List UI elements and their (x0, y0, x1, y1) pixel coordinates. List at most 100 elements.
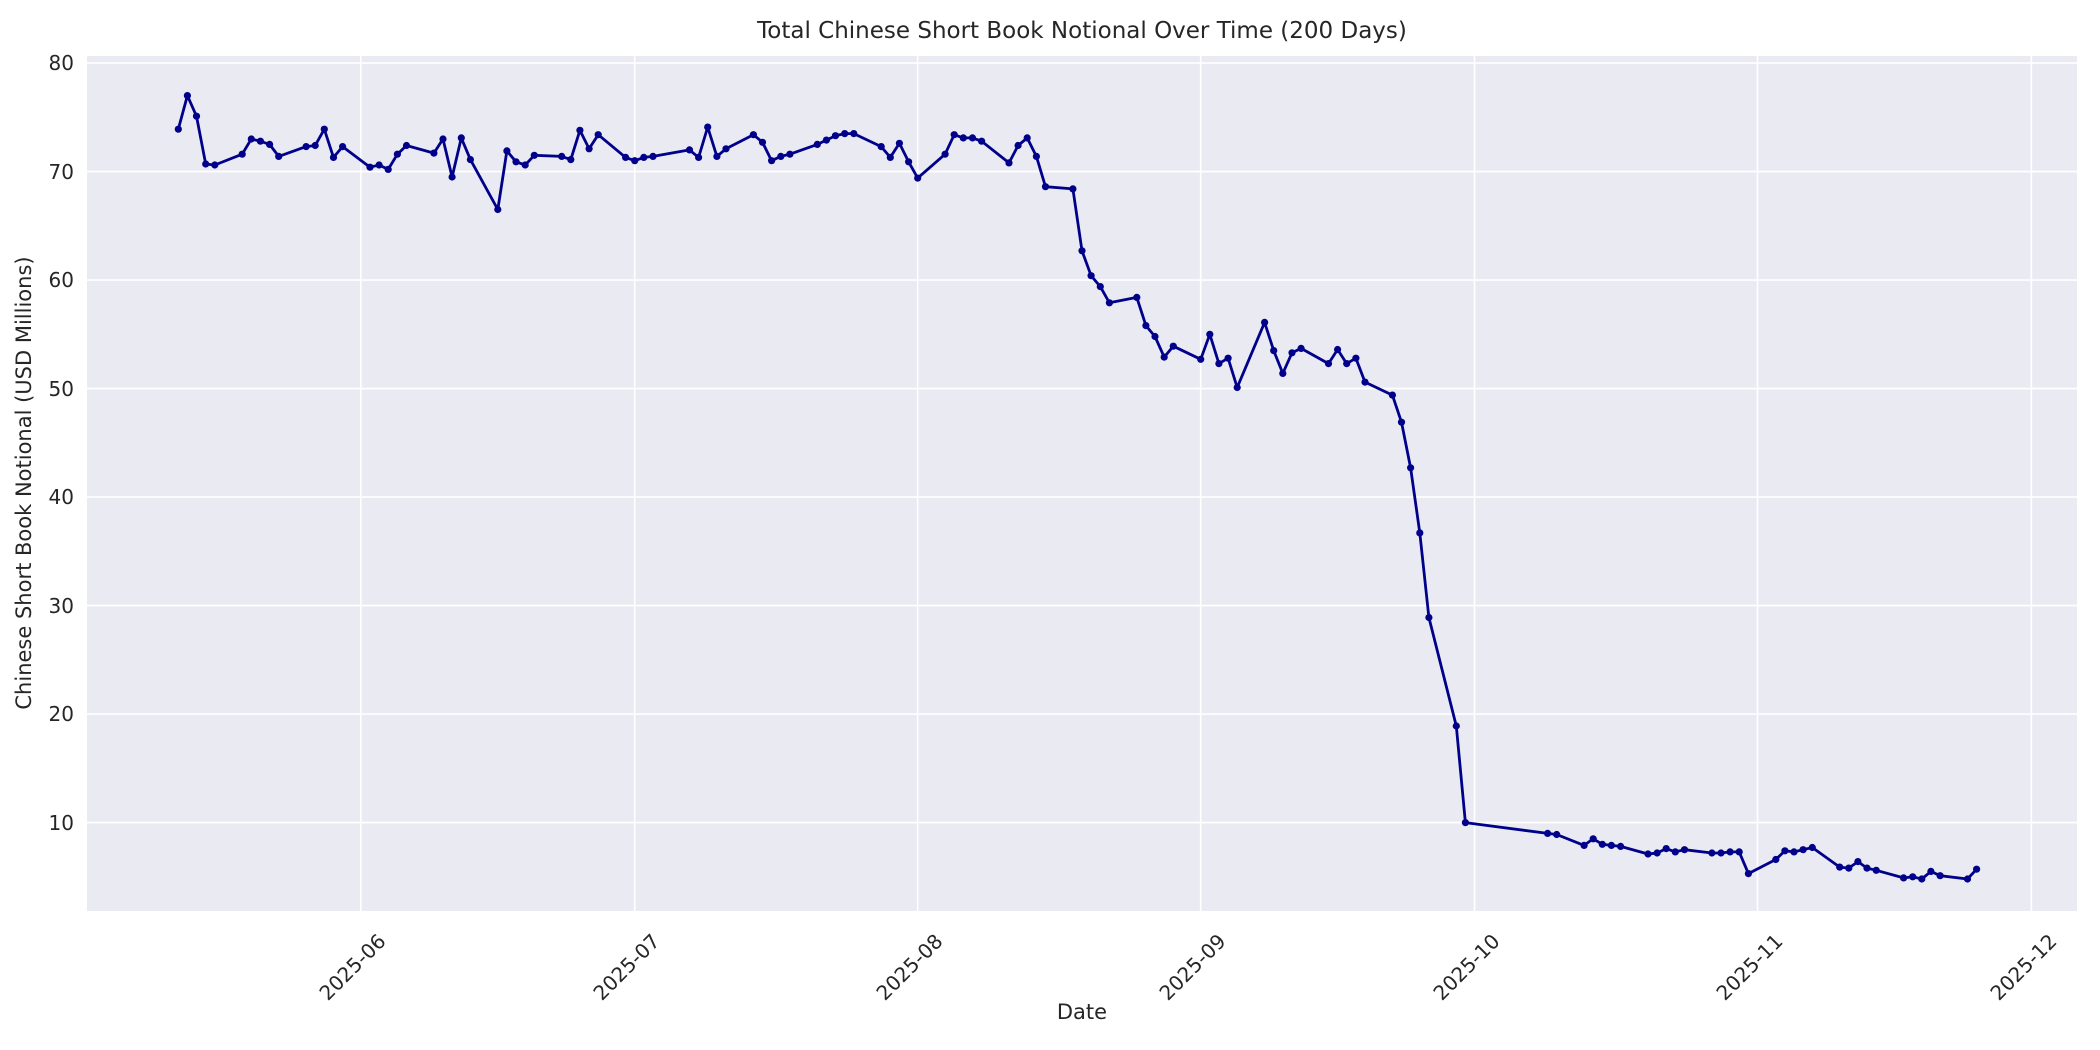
data-point (905, 158, 913, 166)
plot-area (87, 56, 2077, 911)
data-point (1854, 858, 1862, 866)
data-point (1233, 383, 1241, 392)
data-point (1936, 872, 1944, 880)
data-point (1735, 848, 1743, 856)
data-point (1744, 870, 1752, 878)
data-point (1005, 159, 1013, 167)
data-point (1580, 841, 1588, 850)
data-point (1334, 345, 1342, 354)
data-point (941, 150, 949, 158)
data-point (959, 134, 967, 142)
data-point (695, 153, 703, 161)
data-point (1197, 355, 1205, 363)
data-point (558, 152, 566, 160)
data-point (1653, 849, 1661, 857)
data-point (1032, 152, 1040, 160)
data-point (192, 112, 201, 120)
data-point (1297, 344, 1305, 352)
data-point (1069, 185, 1077, 193)
data-point (1397, 418, 1406, 426)
data-point (1799, 846, 1807, 854)
data-point (275, 152, 283, 160)
data-point (466, 156, 474, 164)
data-point (877, 143, 885, 151)
data-point (1425, 613, 1433, 622)
data-point (494, 205, 502, 214)
data-point (1023, 134, 1031, 142)
data-point (174, 125, 182, 133)
data-point (366, 163, 374, 171)
data-point (1041, 183, 1050, 191)
data-point (831, 132, 840, 140)
data-point (238, 150, 246, 158)
data-point (777, 152, 785, 160)
data-point (850, 130, 858, 138)
data-point (1133, 293, 1141, 301)
data-point (978, 137, 986, 145)
data-point (384, 165, 392, 173)
data-point (439, 135, 447, 143)
x-axis-label: Date (1056, 1000, 1108, 1024)
data-point (1662, 845, 1670, 853)
data-point (1708, 849, 1716, 857)
data-point (256, 137, 264, 145)
data-point (585, 145, 593, 153)
data-point (594, 131, 602, 139)
data-point (786, 150, 794, 158)
data-point (1909, 873, 1917, 881)
data-point (1617, 842, 1625, 851)
data-point (886, 153, 894, 161)
y-tick-label: 60 (48, 268, 74, 293)
data-point (1918, 875, 1926, 883)
data-point (1845, 864, 1853, 872)
data-point (1087, 272, 1095, 280)
y-tick-label: 80 (48, 51, 74, 76)
data-point (211, 161, 219, 169)
data-point (1416, 529, 1424, 537)
data-point (1717, 849, 1725, 857)
data-point (713, 152, 721, 160)
data-point (1607, 841, 1615, 850)
data-point (622, 153, 630, 161)
data-point (375, 161, 383, 169)
data-point (457, 134, 465, 142)
data-point (567, 156, 575, 164)
data-point (1388, 391, 1396, 399)
data-point (1142, 322, 1150, 330)
y-tick-label: 30 (48, 593, 74, 618)
data-point (329, 153, 338, 161)
data-point (1361, 378, 1369, 386)
data-point (758, 138, 767, 146)
data-point (1900, 874, 1908, 882)
y-tick-label: 50 (48, 376, 74, 401)
data-point (202, 160, 210, 168)
data-point (704, 123, 712, 131)
data-point (1872, 866, 1880, 874)
data-point (1671, 848, 1679, 856)
data-point (895, 139, 904, 147)
data-point (768, 157, 776, 165)
data-point (1553, 830, 1561, 839)
data-point (950, 131, 958, 139)
data-point (1644, 850, 1652, 858)
data-point (1927, 867, 1935, 876)
data-point (1452, 722, 1460, 730)
data-point (914, 174, 922, 182)
data-point (1963, 875, 1972, 883)
data-point (530, 151, 538, 159)
data-point (631, 157, 639, 165)
data-point (749, 131, 758, 139)
data-point (822, 136, 831, 144)
data-point (320, 125, 328, 133)
data-point (1151, 332, 1159, 341)
data-point (1215, 360, 1223, 368)
data-point (1973, 865, 1981, 873)
data-point (1781, 847, 1789, 855)
data-point (1343, 360, 1351, 368)
data-point (1105, 299, 1113, 307)
data-point (722, 145, 730, 153)
data-point (311, 141, 319, 150)
data-point (1224, 354, 1232, 362)
data-point (1863, 864, 1871, 872)
